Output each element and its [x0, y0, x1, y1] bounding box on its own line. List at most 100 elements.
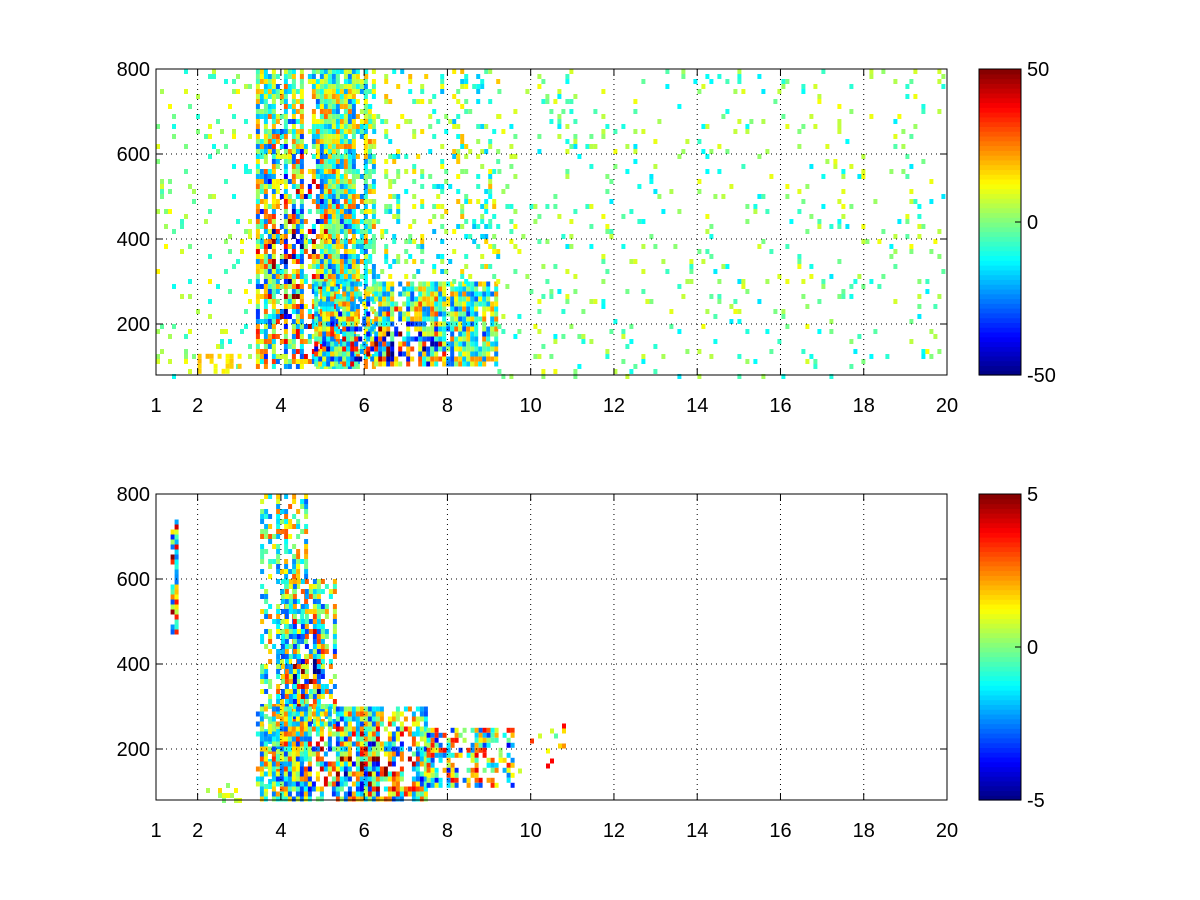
- heatmap-cell: [383, 726, 388, 732]
- heatmap-cell: [311, 69, 316, 74]
- heatmap-cell: [304, 639, 309, 644]
- heatmap-cell: [300, 639, 305, 644]
- heatmap-cell: [347, 726, 352, 732]
- y-tick-label: 800: [117, 484, 150, 506]
- heatmap-cell: [371, 716, 376, 722]
- heatmap-cell: [259, 736, 264, 742]
- heatmap-cell: [484, 234, 489, 239]
- heatmap-cell: [593, 144, 598, 149]
- heatmap-cell: [434, 782, 439, 788]
- heatmap-cell: [351, 184, 356, 189]
- heatmap-cell: [537, 329, 542, 334]
- heatmap-cell: [403, 716, 408, 722]
- heatmap-cell: [347, 99, 352, 104]
- heatmap-cell: [450, 291, 455, 297]
- heatmap-cell: [395, 791, 400, 797]
- heatmap-cell: [322, 296, 327, 302]
- heatmap-cell: [291, 104, 296, 109]
- heatmap-cell: [264, 674, 269, 679]
- heatmap-cell: [304, 589, 309, 594]
- heatmap-cell: [681, 69, 686, 74]
- heatmap-cell: [335, 154, 340, 159]
- heatmap-cell: [434, 306, 439, 312]
- heatmap-cell: [384, 119, 389, 124]
- heatmap-cell: [470, 331, 475, 337]
- heatmap-cell: [933, 304, 938, 309]
- heatmap-cell: [557, 214, 562, 219]
- heatmap-cell: [412, 134, 417, 139]
- heatmap-cell: [312, 654, 317, 659]
- heatmap-cell: [363, 289, 368, 294]
- heatmap-cell: [295, 259, 300, 264]
- heatmap-cell: [299, 84, 304, 89]
- heatmap-cell: [482, 311, 487, 317]
- heatmap-cell: [390, 356, 395, 362]
- heatmap-cell: [331, 204, 336, 209]
- heatmap-cell: [466, 767, 471, 773]
- heatmap-cell: [371, 771, 376, 777]
- heatmap-cell: [295, 731, 300, 737]
- heatmap-cell: [307, 751, 312, 757]
- heatmap-cell: [279, 309, 284, 314]
- heatmap-cell: [484, 124, 489, 129]
- heatmap-cell: [701, 149, 706, 154]
- heatmap-cell: [430, 772, 435, 778]
- heatmap-cell: [259, 319, 264, 324]
- heatmap-cell: [355, 99, 360, 104]
- heatmap-cell: [367, 224, 372, 229]
- heatmap-cell: [263, 761, 268, 767]
- heatmap-cell: [287, 791, 292, 797]
- heatmap-cell: [314, 356, 319, 362]
- heatmap-cell: [346, 291, 351, 297]
- heatmap-cell: [407, 786, 412, 792]
- heatmap-cell: [280, 599, 285, 604]
- heatmap-cell: [263, 771, 268, 777]
- heatmap-cell: [382, 346, 387, 352]
- heatmap-cell: [705, 214, 710, 219]
- heatmap-cell: [320, 704, 325, 709]
- heatmap-cell: [741, 164, 746, 169]
- heatmap-cell: [224, 239, 228, 244]
- heatmap-cell: [279, 751, 284, 757]
- heatmap-cell: [476, 154, 481, 159]
- heatmap-cell: [323, 169, 328, 174]
- heatmap-cell: [430, 757, 435, 763]
- heatmap-cell: [419, 791, 424, 797]
- heatmap-cell: [335, 776, 340, 782]
- heatmap-cell: [343, 244, 348, 249]
- heatmap-cell: [797, 189, 802, 194]
- heatmap-cell: [311, 89, 316, 94]
- heatmap-cell: [442, 316, 447, 322]
- heatmap-cell: [446, 326, 451, 332]
- heatmap-cell: [331, 274, 336, 279]
- heatmap-cell: [396, 174, 401, 179]
- heatmap-cell: [275, 184, 280, 189]
- heatmap-cell: [781, 374, 786, 379]
- heatmap-cell: [464, 79, 469, 84]
- heatmap-cell: [263, 219, 268, 224]
- heatmap-cell: [403, 786, 408, 792]
- colorbar-band: [979, 92, 1021, 99]
- heatmap-cell: [323, 249, 328, 254]
- heatmap-cell: [315, 776, 320, 782]
- heatmap-cell: [291, 124, 296, 129]
- y-tick-label: 600: [117, 569, 150, 591]
- heatmap-cell: [180, 294, 184, 299]
- heatmap-cell: [229, 363, 234, 369]
- heatmap-cell: [335, 259, 340, 264]
- heatmap-cell: [358, 326, 363, 332]
- heatmap-cell: [454, 336, 459, 342]
- heatmap-cell: [490, 782, 495, 788]
- heatmap-cell: [168, 334, 172, 339]
- heatmap-cell: [196, 114, 200, 119]
- heatmap-cell: [312, 649, 317, 654]
- colorbar-band: [979, 522, 1021, 529]
- heatmap-cell: [170, 629, 175, 635]
- heatmap-cell: [509, 374, 514, 379]
- heatmap-cell: [255, 199, 260, 204]
- heatmap-cell: [160, 179, 164, 184]
- heatmap-cell: [284, 524, 289, 529]
- heatmap-cell: [629, 259, 634, 264]
- heatmap-cell: [805, 229, 810, 234]
- heatmap-cell: [817, 224, 822, 229]
